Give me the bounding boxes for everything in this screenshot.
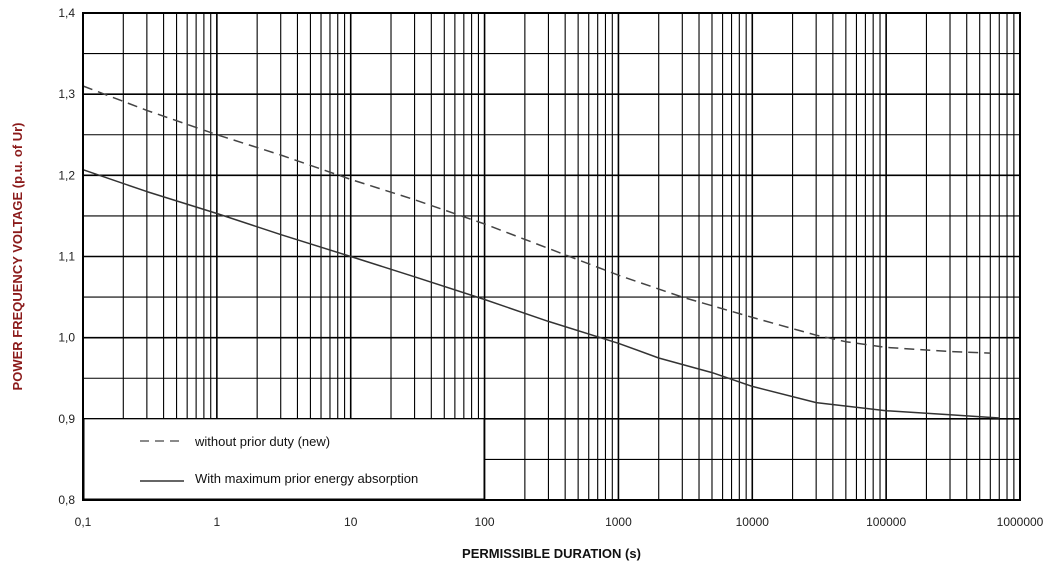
y-tick-label: 1,2 — [58, 168, 75, 182]
series-line-0 — [82, 85, 991, 354]
y-tick-label: 1,4 — [58, 6, 75, 20]
y-tick-label: 1,1 — [58, 250, 75, 264]
y-axis-title: POWER FREQUENCY VOLTAGE (p.u. of Ur) — [10, 123, 25, 391]
legend: without prior duty (new) With maximum pr… — [83, 418, 485, 500]
x-tick-label: 1000000 — [997, 515, 1044, 529]
x-tick-label: 1000 — [605, 515, 632, 529]
y-tick-labels: 0,8 0,9 1,0 1,1 1,2 1,3 1,4 — [58, 6, 75, 507]
x-tick-labels: 0,1 1 10 100 1000 10000 100000 1000000 — [75, 515, 1044, 529]
x-tick-label: 1 — [214, 515, 221, 529]
y-tick-label: 1,0 — [58, 331, 75, 345]
legend-entry-max-prior-energy: With maximum prior energy absorption — [195, 471, 418, 486]
legend-box — [83, 418, 485, 500]
x-tick-label: 10000 — [736, 515, 770, 529]
x-tick-label: 10 — [344, 515, 358, 529]
x-axis-title: PERMISSIBLE DURATION (s) — [462, 546, 641, 561]
legend-entry-without-prior-duty: without prior duty (new) — [194, 434, 330, 449]
x-tick-label: 100000 — [866, 515, 906, 529]
x-tick-label: 100 — [475, 515, 495, 529]
y-tick-label: 0,8 — [58, 493, 75, 507]
plot-frame — [82, 12, 1021, 501]
y-tick-label: 0,9 — [58, 412, 75, 426]
x-tick-label: 0,1 — [75, 515, 92, 529]
series-line-1 — [82, 168, 1000, 419]
series-lines — [82, 85, 1000, 419]
y-tick-label: 1,3 — [58, 87, 75, 101]
